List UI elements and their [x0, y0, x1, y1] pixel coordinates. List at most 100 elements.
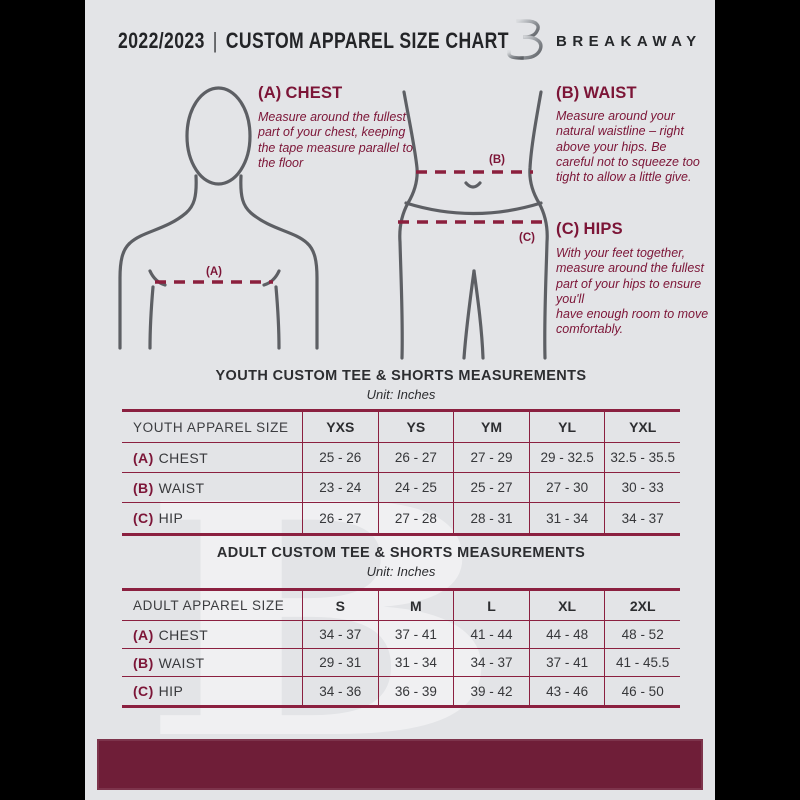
size-cell: 43 - 46 — [528, 676, 605, 705]
size-cell: 34 - 36 — [302, 676, 378, 705]
size-cell: 31 - 34 — [528, 502, 605, 533]
youth-table-unit: Unit: Inches — [366, 387, 436, 402]
youth-size-table: YOUTH APPAREL SIZE YXS YS YM YL YXL (A) C… — [122, 409, 680, 536]
header-cell: M — [377, 591, 454, 620]
size-cell: 31 - 34 — [377, 648, 454, 676]
row-name: CHEST — [158, 449, 209, 466]
row-label: (B) WAIST — [122, 648, 302, 676]
size-cell: 36 - 39 — [377, 676, 454, 705]
header-cell: YOUTH APPAREL SIZE — [133, 419, 289, 435]
size-cell: 46 - 50 — [604, 676, 680, 705]
header-cell: YM — [453, 412, 529, 442]
section-heading-chest: (A) CHEST — [258, 84, 342, 103]
row-label: (C) HIP — [122, 502, 302, 533]
size-cell: 37 - 41 — [377, 620, 454, 648]
right-body-contour — [528, 90, 549, 360]
size-cell: 34 - 37 — [302, 620, 378, 648]
right-shoulder-arm — [239, 174, 319, 350]
size-cell: 24 - 25 — [377, 472, 454, 502]
right-armpit — [262, 269, 281, 287]
size-cell: 30 - 33 — [604, 472, 680, 502]
right-inner-leg — [472, 269, 485, 360]
size-cell: 34 - 37 — [453, 648, 529, 676]
row-key: (C) — [133, 510, 154, 526]
adult-table-unit: Unit: Inches — [366, 564, 436, 579]
size-cell: 27 - 29 — [453, 442, 529, 472]
brand-watermark: B — [140, 435, 506, 800]
row-name: CHEST — [158, 626, 209, 643]
left-inner-leg — [462, 269, 476, 360]
title-text: CUSTOM APPAREL SIZE CHART — [225, 28, 509, 53]
size-cell: 29 - 32.5 — [528, 442, 605, 472]
season-label: 2022/2023 — [118, 28, 205, 53]
chest-line-label: (A) — [206, 266, 222, 278]
size-cell: 23 - 24 — [302, 472, 378, 502]
size-cell: 41 - 45.5 — [604, 648, 680, 676]
left-inner-arm — [148, 285, 155, 350]
youth-table-title: YOUTH CUSTOM TEE & SHORTS MEASUREMENTS — [215, 368, 587, 384]
row-label: (C) HIP — [122, 676, 302, 705]
hips-name: HIPS — [583, 220, 623, 238]
navel — [464, 181, 482, 189]
lower-body-figure: (B) (C) — [398, 90, 549, 360]
size-chart-page: B 2022/2023 | CUSTOM APPAREL SIZE CHART B — [85, 0, 715, 800]
header-cell: YXL — [604, 412, 680, 442]
row-label: (B) WAIST — [122, 472, 302, 502]
size-cell: 34 - 37 — [604, 502, 680, 533]
size-cell: 39 - 42 — [453, 676, 529, 705]
waist-key: (B) — [556, 84, 580, 102]
title-divider: | — [212, 28, 218, 53]
section-heading-hips: (C) HIPS — [556, 220, 623, 239]
size-cell: 32.5 - 35.5 — [604, 442, 680, 472]
size-cell: 26 - 27 — [302, 502, 378, 533]
section-heading-waist: (B) WAIST — [556, 84, 637, 103]
row-label: (A) CHEST — [122, 620, 302, 648]
hips-description: With your feet together, measure around … — [556, 246, 709, 337]
page-title: 2022/2023 | CUSTOM APPAREL SIZE CHART — [118, 28, 509, 54]
hip-line-label: (C) — [519, 232, 535, 244]
row-name: HIP — [158, 510, 184, 526]
size-cell: 26 - 27 — [377, 442, 454, 472]
header-cell: L — [453, 591, 529, 620]
header-cell: 2XL — [604, 591, 680, 620]
row-name: HIP — [158, 683, 184, 699]
size-cell: 48 - 52 — [604, 620, 680, 648]
header-cell: ADULT APPAREL SIZE — [133, 598, 285, 613]
header-cell: YS — [377, 412, 454, 442]
row-key: (B) — [133, 479, 154, 496]
size-cell: 28 - 31 — [453, 502, 529, 533]
chest-key: (A) — [258, 84, 282, 102]
header-cell: YL — [528, 412, 605, 442]
size-cell: 27 - 28 — [377, 502, 454, 533]
adult-table-title: ADULT CUSTOM TEE & SHORTS MEASUREMENTS — [216, 545, 586, 561]
size-cell: 25 - 27 — [453, 472, 529, 502]
header-cell: XL — [528, 591, 605, 620]
header-cell: YXS — [302, 412, 378, 442]
row-key: (C) — [133, 683, 154, 699]
size-cell: 25 - 26 — [302, 442, 378, 472]
brand-name: BREAKAWAY — [556, 33, 702, 50]
waist-name: WAIST — [583, 84, 637, 102]
header-cell: S — [302, 591, 378, 620]
footer-bar — [97, 739, 703, 790]
waist-line-label: (B) — [489, 154, 505, 166]
right-inner-arm — [274, 285, 281, 350]
waist-description: Measure around your natural waistline – … — [556, 109, 700, 184]
size-cell: 29 - 31 — [302, 648, 378, 676]
chest-description: Measure around the fullest part of your … — [258, 110, 413, 170]
row-label: (A) CHEST — [122, 442, 302, 472]
row-name: WAIST — [158, 479, 205, 496]
left-armpit — [148, 269, 167, 287]
torso-figure: (A) — [118, 86, 319, 350]
size-cell: 37 - 41 — [528, 648, 605, 676]
row-key: (A) — [133, 626, 154, 643]
size-cell: 41 - 44 — [453, 620, 529, 648]
size-cell: 44 - 48 — [528, 620, 605, 648]
left-shoulder-arm — [118, 174, 198, 350]
hip-curve — [404, 201, 543, 216]
head-outline — [185, 86, 252, 186]
hips-key: (C) — [556, 220, 580, 238]
chest-name: CHEST — [285, 84, 343, 102]
row-key: (A) — [133, 449, 154, 466]
